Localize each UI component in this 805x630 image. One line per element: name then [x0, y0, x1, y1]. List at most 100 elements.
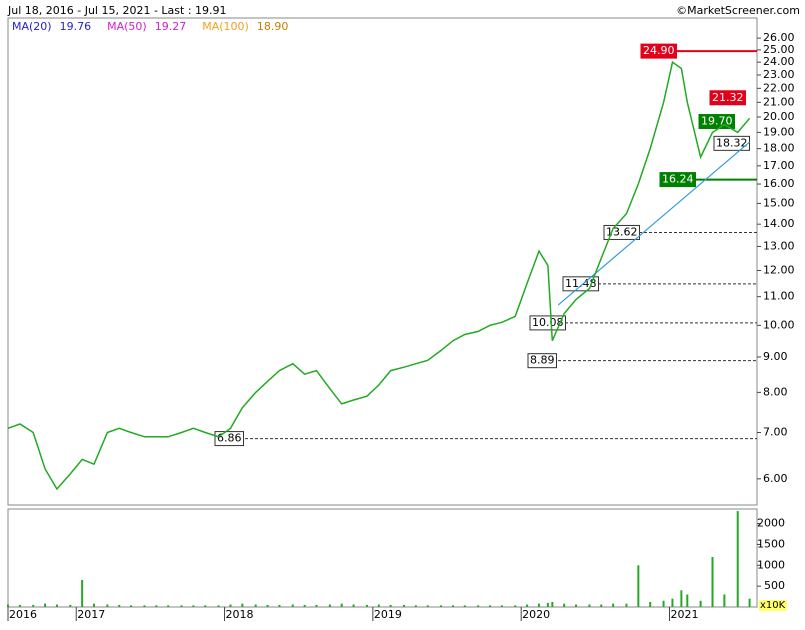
volume-bar: [575, 604, 578, 607]
level-box: [709, 90, 746, 106]
y-tick-label: 8.00: [763, 385, 788, 398]
volume-bar: [563, 603, 566, 607]
volume-bar: [365, 604, 368, 607]
level: 8.89: [527, 353, 757, 369]
volume-bar: [671, 598, 674, 607]
volume-bar: [537, 603, 540, 607]
level-label: 10.08: [532, 316, 564, 329]
y-tick-label: 17.00: [763, 159, 795, 172]
volume-tick-label: 1500: [757, 537, 785, 550]
unit-box: [759, 600, 787, 611]
volume-panel: [7, 508, 758, 608]
level-box: [529, 315, 566, 331]
volume-bar: [315, 604, 318, 607]
level-box: [659, 172, 696, 188]
ma-name: MA(50): [107, 20, 147, 33]
level: 24.90: [640, 43, 757, 59]
volume-bar: [180, 605, 183, 607]
volume-bar: [377, 604, 380, 607]
y-tick-label: 21.00: [763, 95, 795, 108]
price-panel: [7, 17, 758, 506]
volume-bar: [130, 605, 133, 607]
chart-title: Jul 18, 2016 - Jul 15, 2021 - Last : 19.…: [7, 4, 227, 17]
volume-bar: [451, 605, 454, 607]
x-tick-label: 2020: [522, 608, 550, 621]
y-tick-label: 14.00: [763, 217, 795, 230]
volume-bar: [588, 604, 591, 607]
volume-bar: [736, 511, 739, 607]
level: 6.86: [214, 431, 757, 447]
volume-bar: [662, 600, 665, 607]
volume-bar: [340, 603, 343, 607]
y-tick-label: 6.00: [763, 472, 788, 485]
y-tick-label: 18.00: [763, 142, 795, 155]
ma-name: MA(20): [12, 20, 52, 33]
volume-bar: [625, 603, 628, 607]
x-tick-label: 2018: [226, 608, 254, 621]
volume-bar: [93, 603, 96, 607]
level-box: [527, 353, 557, 369]
volume-bar: [414, 605, 417, 607]
volume-bar: [500, 605, 503, 607]
volume-bar: [463, 605, 466, 607]
y-tick-label: 13.00: [763, 239, 795, 252]
volume-bar: [680, 590, 683, 607]
volume-tick-label: 500: [764, 579, 785, 592]
credit: ©MarketScreener.com: [676, 4, 800, 17]
ma-value: 19.76: [60, 20, 92, 33]
volume-bar: [389, 604, 392, 607]
level-label: 6.86: [217, 432, 242, 445]
y-tick-label: 26.00: [763, 31, 795, 44]
level-label: 18.32: [716, 136, 748, 149]
volume-bar: [526, 604, 529, 607]
volume-bar: [546, 602, 549, 607]
trendline: [557, 141, 750, 306]
volume-bar: [440, 605, 443, 607]
level-label: 8.89: [530, 354, 555, 367]
volume-bar: [266, 604, 269, 607]
volume-bar: [69, 604, 72, 607]
price-line: [7, 60, 751, 491]
volume-bar: [192, 605, 195, 607]
volume-bar: [403, 604, 406, 607]
level: 18.32: [713, 135, 750, 151]
y-tick-label: 7.00: [763, 426, 788, 439]
volume-unit: x10K: [760, 600, 786, 611]
volume-bar: [699, 600, 702, 607]
x-tick-label: 2016: [9, 608, 37, 621]
y-tick-label: 15.00: [763, 196, 795, 209]
level-label: 19.70: [701, 115, 733, 128]
volume-bar: [7, 604, 9, 607]
ma-name: MA(100): [202, 20, 249, 33]
volume-bar: [118, 604, 121, 607]
y-tick-label: 20.00: [763, 110, 795, 123]
y-tick-label: 10.00: [763, 318, 795, 331]
level: 19.70: [698, 114, 735, 130]
level: 10.08: [529, 315, 757, 331]
volume-bar: [44, 603, 47, 607]
volume-bar: [711, 556, 714, 607]
level: 21.32: [709, 90, 746, 106]
volume-bar: [254, 604, 257, 607]
volume-bar: [81, 579, 84, 607]
ma-value: 18.90: [257, 20, 289, 33]
volume-bar: [204, 605, 207, 607]
ma-value: 19.27: [155, 20, 187, 33]
level-label: 11.48: [565, 277, 597, 290]
level: 11.48: [562, 276, 757, 292]
y-tick-label: 25.00: [763, 43, 795, 56]
level-label: 16.24: [662, 173, 694, 186]
volume-bar: [600, 604, 603, 607]
volume-bar: [489, 605, 492, 607]
volume-bar: [155, 605, 158, 607]
volume-bar: [241, 603, 244, 607]
volume-bar: [649, 601, 652, 607]
volume-bar: [551, 601, 554, 607]
volume-bar: [477, 605, 480, 607]
volume-bar: [18, 604, 21, 607]
volume-bar: [217, 605, 220, 607]
volume-bar: [303, 604, 306, 607]
volume-bar: [328, 604, 331, 607]
volume-bar: [426, 605, 429, 607]
level-box: [640, 43, 677, 59]
